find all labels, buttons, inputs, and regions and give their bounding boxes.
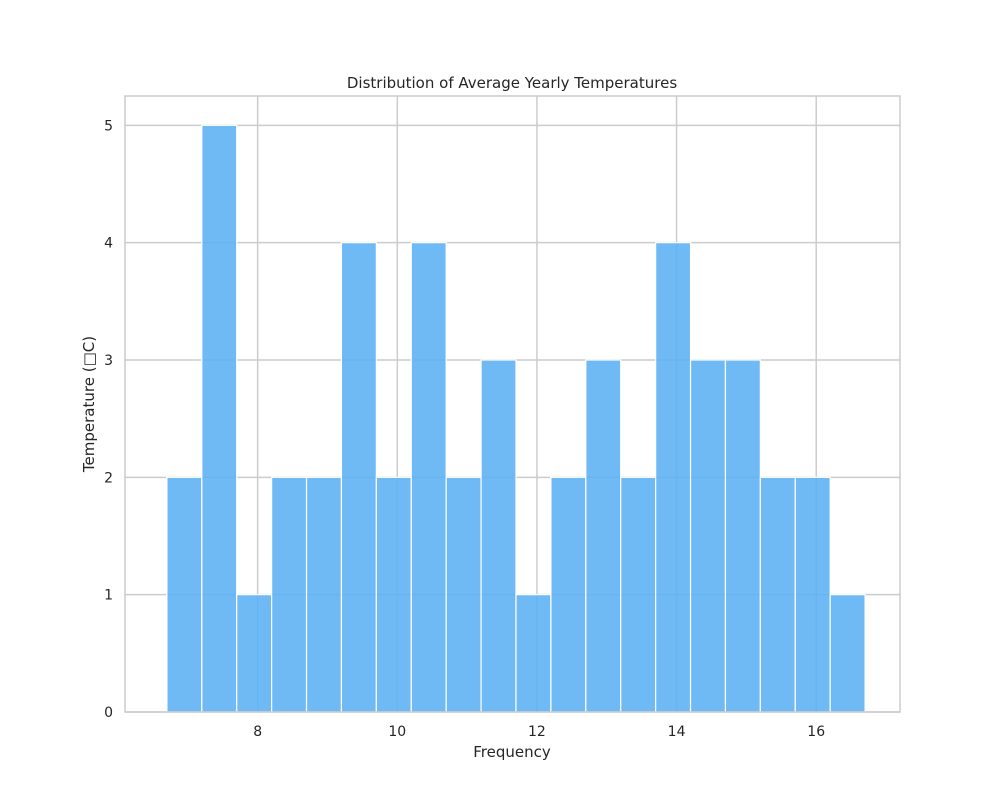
x-axis-label: Frequency [473,743,551,761]
x-tick-labels: 8 10 12 14 16 [253,724,825,740]
histogram-bar [724,359,761,713]
y-tick-label: 0 [104,705,113,721]
histogram-bar [515,594,552,713]
y-tick-label: 3 [104,353,113,369]
histogram-bars [166,124,866,713]
histogram-bar [375,476,412,713]
plot-frame [124,95,901,713]
y-tick-labels: 0 1 2 3 4 5 [104,118,113,721]
x-tick-label: 12 [528,724,546,740]
x-tick-label: 10 [388,724,406,740]
histogram-bar [166,476,203,713]
histogram-bar [480,359,517,713]
histogram-bar [829,594,866,713]
histogram-bar [794,476,831,713]
histogram-bar [201,124,238,713]
histogram-bar [236,594,273,713]
y-tick-label: 2 [104,470,113,486]
y-axis-label: Temperature (□C) [80,336,98,473]
histogram-bar [305,476,343,713]
histogram-bar [585,359,622,713]
histogram-bar [655,242,692,713]
histogram-bar [271,476,308,713]
histogram-bar [445,476,482,713]
histogram-bar [759,476,796,713]
histogram-bar [550,476,587,713]
chart-title: Distribution of Average Yearly Temperatu… [347,74,677,92]
histogram-bar [689,359,727,713]
histogram-bar [620,476,657,713]
y-tick-label: 4 [104,236,113,252]
x-tick-label: 8 [253,724,262,740]
y-tick-label: 1 [104,588,113,604]
histogram-bar [340,242,377,713]
y-tick-label: 5 [104,118,113,134]
histogram-bar [410,242,447,713]
x-tick-label: 16 [807,724,825,740]
x-tick-label: 14 [668,724,686,740]
